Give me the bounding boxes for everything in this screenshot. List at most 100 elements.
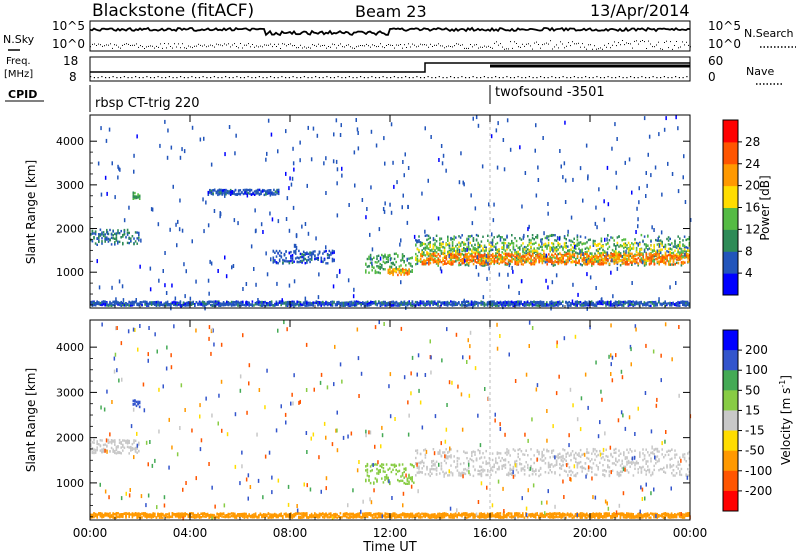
power-cell: [669, 304, 671, 307]
nave-point: [326, 76, 328, 78]
power-cell: [419, 302, 422, 305]
nsearch-point: [248, 43, 249, 45]
nsearch-point: [286, 45, 287, 47]
power-cell: [568, 257, 571, 260]
nsearch-point: [120, 47, 121, 49]
power-cell: [566, 301, 569, 305]
power-cell: [314, 301, 316, 304]
power-cell: [459, 242, 462, 246]
power-cell: [490, 241, 492, 244]
power-cell: [676, 258, 678, 261]
power-speckle: [164, 119, 166, 124]
nave-point: [318, 77, 320, 79]
power-cell: [298, 260, 300, 264]
power-cell: [299, 252, 302, 256]
power-speckle: [290, 182, 293, 187]
power-cell: [523, 301, 526, 304]
power-cell: [578, 302, 580, 305]
power-cell: [379, 271, 381, 275]
power-speckle: [540, 238, 542, 243]
power-cell: [541, 248, 543, 252]
power-cell: [146, 303, 148, 307]
power-cell: [123, 231, 126, 234]
power-cell: [176, 302, 178, 305]
power-cell: [468, 257, 470, 260]
power-cell: [685, 301, 687, 305]
power-cell: [485, 263, 488, 266]
power-cell: [403, 255, 405, 258]
power-cell: [559, 257, 561, 260]
power-speckle: [292, 146, 294, 151]
power-cell: [655, 250, 657, 253]
power-cell: [469, 241, 471, 245]
nave-point: [573, 76, 575, 78]
nsearch-point: [674, 45, 675, 46]
power-cell: [622, 304, 625, 307]
power-cell: [255, 189, 258, 192]
nsearch-point: [194, 45, 195, 47]
power-cell: [434, 260, 436, 263]
power-cell: [525, 246, 527, 249]
power-cell: [528, 252, 531, 255]
power-cell: [680, 257, 683, 260]
nsearch-point: [152, 45, 153, 47]
nsearch-point: [536, 41, 537, 43]
power-cell: [450, 238, 452, 241]
power-cell: [222, 304, 225, 307]
power-cell: [535, 259, 537, 262]
nsearch-point: [434, 44, 435, 46]
power-cell: [262, 303, 265, 307]
power-cell: [487, 257, 489, 261]
power-cell: [592, 242, 595, 245]
nsearch-point: [280, 48, 281, 49]
power-cell: [267, 302, 270, 305]
power-cell: [679, 251, 681, 254]
power-cell: [224, 303, 226, 307]
nsearch-point: [682, 41, 683, 43]
power-cell: [631, 252, 633, 255]
power-cell: [493, 261, 496, 264]
nsearch-point: [292, 45, 293, 47]
power-cell: [477, 234, 479, 238]
power-cell: [474, 243, 476, 246]
power-speckle: [270, 257, 272, 262]
power-cell: [382, 257, 385, 260]
power-cell: [385, 256, 388, 259]
power-speckle: [402, 193, 404, 198]
power-cell: [608, 262, 611, 266]
power-cell: [400, 303, 402, 306]
nsearch-point: [614, 41, 615, 43]
power-cell: [688, 236, 691, 239]
power-cell: [463, 249, 465, 252]
power-cell: [570, 243, 572, 247]
power-cell: [487, 252, 489, 255]
nsearch-point: [110, 43, 111, 45]
nave-point: [543, 77, 545, 79]
power-cell: [658, 249, 660, 252]
power-cell: [495, 248, 497, 251]
power-cell: [408, 257, 410, 260]
power-cell: [507, 302, 510, 305]
power-cell: [603, 258, 606, 261]
nsearch-point: [352, 47, 353, 49]
power-cell: [503, 248, 505, 251]
power-cell: [656, 302, 658, 305]
power-cell: [493, 259, 496, 262]
nave-point: [202, 76, 204, 78]
power-cell: [472, 237, 475, 240]
power-speckle: [427, 178, 429, 183]
power-cell: [421, 255, 424, 258]
power-cell: [469, 235, 471, 238]
power-cell: [293, 260, 295, 263]
power-cell: [504, 252, 507, 255]
power-cell: [128, 237, 130, 240]
power-speckle: [183, 149, 186, 154]
power-cell: [117, 229, 119, 232]
power-cell: [618, 256, 620, 259]
power-cell: [677, 258, 680, 261]
nave-point: [607, 76, 609, 78]
power-cell: [624, 245, 627, 248]
power-cell: [504, 255, 507, 259]
power-cell: [424, 234, 427, 237]
power-cell: [451, 242, 454, 245]
